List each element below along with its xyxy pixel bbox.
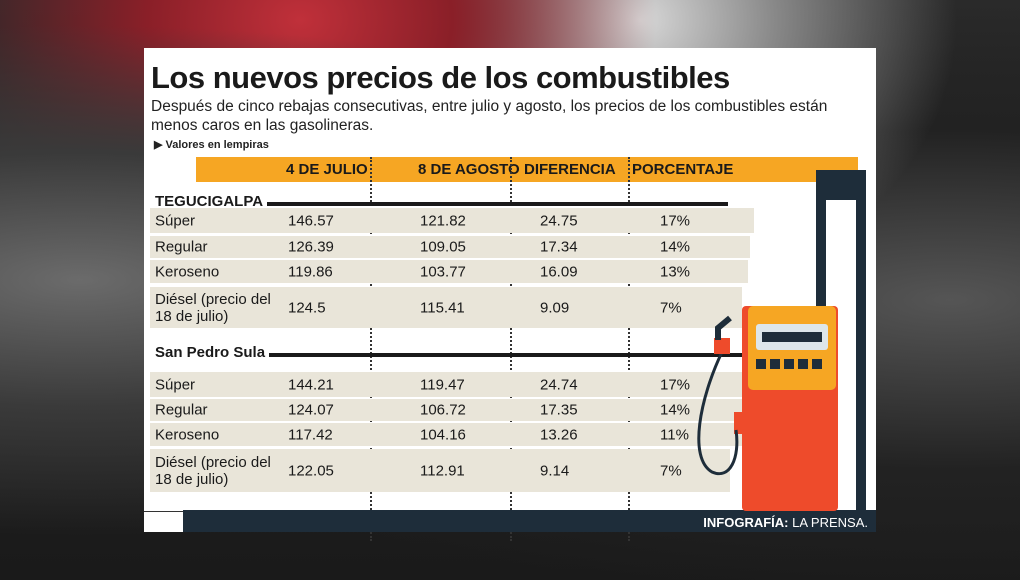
- section-title: San Pedro Sula: [155, 344, 270, 361]
- column-header: DIFERENCIA: [524, 161, 616, 178]
- cell-c1: 122.05: [288, 462, 334, 479]
- table-row: Regular 126.39 109.05 17.34 14%: [150, 236, 750, 258]
- table-row: Súper 146.57 121.82 24.75 17%: [150, 208, 754, 233]
- cell-c4: 17%: [660, 376, 691, 393]
- cell-c2: 115.41: [420, 299, 465, 316]
- section-rule: [164, 353, 762, 357]
- cell-c4: 11%: [660, 426, 689, 443]
- subtitle: Después de cinco rebajas consecutivas, e…: [151, 98, 828, 134]
- cell-c4: 13%: [660, 263, 691, 280]
- cell-c1: 124.07: [288, 401, 334, 419]
- cell-c3: 13.26: [540, 426, 578, 443]
- cell-c2: 121.82: [420, 212, 466, 229]
- fuel-pump-icon: [697, 170, 866, 511]
- cell-c4: 7%: [660, 462, 682, 479]
- table-row: Diésel (precio del 18 de julio) 124.5 115.…: [150, 287, 742, 328]
- table-row: Súper 144.21 119.47 24.74 17%: [150, 372, 750, 397]
- cell-c2: 104.16: [420, 426, 466, 443]
- triangle-icon: ▶: [154, 139, 163, 151]
- fuel-name: Regular: [155, 401, 208, 419]
- divider: [628, 157, 630, 541]
- column-header: 4 DE JULIO: [286, 161, 368, 178]
- cell-c1: 146.57: [288, 212, 334, 229]
- divider: [370, 157, 372, 541]
- cell-c2: 109.05: [420, 238, 466, 256]
- section-rule: [164, 202, 728, 206]
- cell-c3: 16.09: [540, 263, 578, 280]
- cell-c3: 9.14: [540, 462, 570, 479]
- cell-c2: 103.77: [420, 263, 466, 280]
- table-row: Keroseno 119.86 103.77 16.09 13%: [150, 260, 748, 283]
- table-row: Diésel (precio del 18 de julio) 122.05 112…: [150, 449, 730, 492]
- table-row: Keroseno 117.42 104.16 13.26 11%: [150, 423, 750, 446]
- section-title: TEGUCIGALPA: [155, 193, 268, 210]
- cell-c3: 24.75: [540, 212, 578, 229]
- cell-c3: 9.09: [540, 299, 570, 316]
- cell-c1: 126.39: [288, 238, 334, 256]
- column-header: PORCENTAJE: [632, 161, 734, 178]
- cell-c1: 124.5: [288, 299, 326, 316]
- cell-c2: 119.47: [420, 376, 465, 393]
- credit: INFOGRAFÍA: LA PRENSA.: [183, 510, 876, 532]
- unit-note: ▶ Valores en lempiras: [154, 139, 269, 151]
- fuel-name: Súper: [155, 212, 196, 229]
- cell-c4: 7%: [660, 299, 682, 316]
- cell-c2: 112.91: [420, 462, 465, 479]
- cell-c4: 14%: [660, 238, 691, 256]
- table-row: Regular 124.07 106.72 17.35 14%: [150, 399, 750, 421]
- cell-c3: 24.74: [540, 376, 578, 393]
- fuel-name: Diésel (precio del 18 de julio): [155, 453, 271, 488]
- cell-c3: 17.35: [540, 401, 578, 419]
- fuel-name: Keroseno: [155, 263, 220, 280]
- cell-c1: 117.42: [288, 426, 333, 443]
- table-header: 4 DE JULIO 8 DE AGOSTO DIFERENCIA PORCEN…: [196, 157, 858, 182]
- fuel-name: Keroseno: [155, 426, 220, 443]
- divider: [144, 511, 183, 512]
- cell-c1: 119.86: [288, 263, 333, 280]
- cell-c3: 17.34: [540, 238, 578, 256]
- title: Los nuevos precios de los combustibles: [151, 60, 730, 95]
- fuel-name: Súper: [155, 376, 196, 393]
- fuel-name: Diésel (precio del 18 de julio): [155, 290, 271, 325]
- column-header: 8 DE AGOSTO: [418, 161, 520, 178]
- infographic-panel: Los nuevos precios de los combustibles D…: [144, 48, 876, 541]
- cell-c2: 106.72: [420, 401, 466, 419]
- divider: [510, 157, 512, 541]
- cell-c4: 17%: [660, 212, 691, 229]
- cell-c1: 144.21: [288, 376, 334, 393]
- fuel-name: Regular: [155, 238, 208, 256]
- cell-c4: 14%: [660, 401, 691, 419]
